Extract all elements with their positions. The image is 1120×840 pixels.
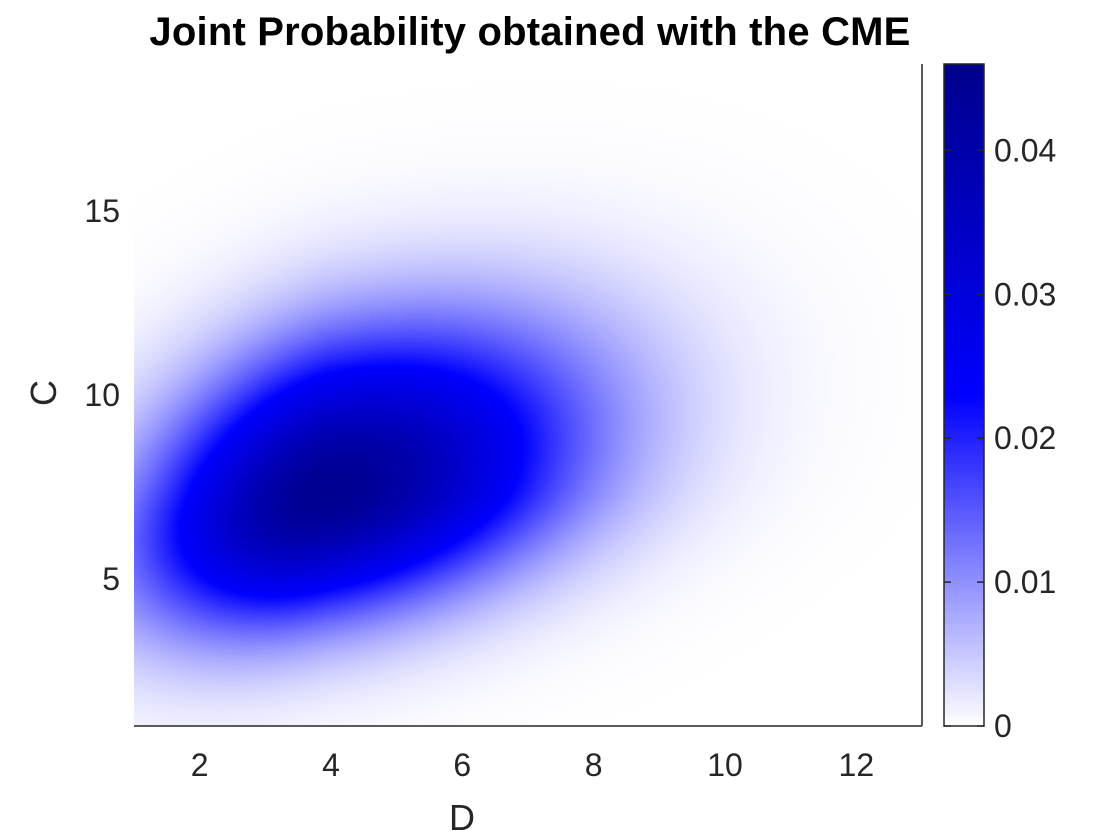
colorbar-tick-label: 0.01 (994, 564, 1056, 600)
chart-title: Joint Probability obtained with the CME (149, 10, 911, 54)
x-tick-label: 12 (839, 747, 875, 783)
y-tick-label: 15 (84, 193, 120, 229)
colorbar-frame (943, 63, 985, 727)
x-tick-label: 2 (191, 747, 209, 783)
colorbar-tick-label: 0.02 (994, 420, 1056, 456)
y-tick-label: 10 (84, 377, 120, 413)
x-tick-label: 4 (322, 747, 340, 783)
heatmap-plot (134, 64, 922, 726)
colorbar-tick-label: 0.04 (994, 132, 1056, 168)
y-axis-label: C (23, 380, 64, 406)
colorbar (944, 64, 984, 726)
x-tick-label: 8 (585, 747, 603, 783)
x-tick-label: 6 (453, 747, 471, 783)
x-tick-label: 10 (707, 747, 743, 783)
x-axis-label: D (449, 797, 475, 838)
y-tick-label: 5 (102, 561, 120, 597)
colorbar-tick-label: 0 (994, 708, 1012, 744)
colorbar-tick-label: 0.03 (994, 276, 1056, 312)
